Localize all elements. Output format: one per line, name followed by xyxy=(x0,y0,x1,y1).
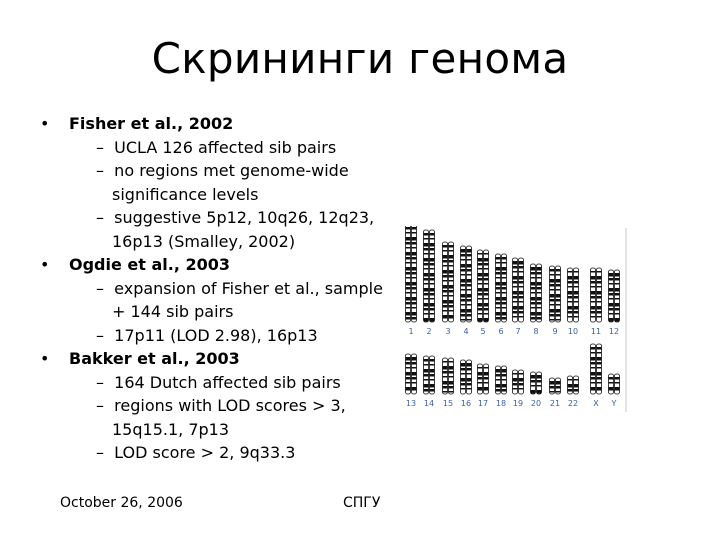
chromosome-pair xyxy=(549,265,561,323)
chromosome-label: 21 xyxy=(550,399,560,408)
sub-text: LOD score > 2, 9q33.3 xyxy=(114,443,296,462)
chromosome-label: 14 xyxy=(424,399,434,408)
dash-marker: – xyxy=(96,278,104,298)
chromosome-pair xyxy=(530,371,542,395)
chromosome-label: 5 xyxy=(480,327,485,336)
bullet-marker: • xyxy=(40,255,50,274)
dash-marker: – xyxy=(96,325,104,345)
sub-text: 164 Dutch affected sib pairs xyxy=(114,372,341,392)
bullet-item: • Ogdie et al., 2003 xyxy=(40,253,390,277)
bullet-text: Bakker et al., 2003 xyxy=(69,349,240,368)
sub-text: expansion of Fisher et al., sample + 144… xyxy=(112,278,383,322)
chromosome-label: 1 xyxy=(408,327,413,336)
chromosome-pair xyxy=(608,373,620,395)
chromosome-label: X xyxy=(593,399,599,408)
footer-org: СПГУ xyxy=(343,495,381,511)
chromosome-label: 3 xyxy=(445,327,450,336)
bullet-text: Ogdie et al., 2003 xyxy=(69,255,231,274)
sub-item: – 17p11 (LOD 2.98), 16p13 xyxy=(40,324,390,348)
chromosome-label: 17 xyxy=(478,399,488,408)
chromosome-label: 22 xyxy=(568,399,578,408)
chromosome-pair xyxy=(405,226,417,323)
chromosome-pair xyxy=(460,245,472,323)
bullet-marker: • xyxy=(40,114,50,133)
chromosome-pair xyxy=(423,355,435,395)
chromosome-pair xyxy=(442,357,454,395)
sub-item: – no regions met genome-wide significanc… xyxy=(40,159,390,206)
sub-item: – expansion of Fisher et al., sample + 1… xyxy=(40,277,390,324)
chromosome-label: 10 xyxy=(568,327,578,336)
bullet-item: • Bakker et al., 2003 xyxy=(40,347,390,371)
sub-item: – suggestive 5p12, 10q26, 12q23, 16p13 (… xyxy=(40,206,390,253)
sub-text: no regions met genome-wide significance … xyxy=(112,161,349,204)
chromosome-pair xyxy=(423,229,435,323)
footer-date: October 26, 2006 xyxy=(60,495,183,511)
chromosome-label: Y xyxy=(611,399,617,408)
chromosome-pair xyxy=(590,267,602,323)
chromosome-label: 9 xyxy=(552,327,557,336)
chromosome-pair xyxy=(512,257,524,323)
dash-marker: – xyxy=(96,137,104,157)
chromosome-label: 15 xyxy=(443,399,453,408)
chromosome-pair xyxy=(460,359,472,395)
chromosome-label: 6 xyxy=(498,327,503,336)
chromosome-label: 13 xyxy=(406,399,416,408)
sub-item: – UCLA 126 affected sib pairs xyxy=(40,136,390,160)
sub-item: – regions with LOD scores > 3, 15q15.1, … xyxy=(40,394,390,441)
chromosome-pair xyxy=(567,267,579,323)
chromosome-pair xyxy=(590,343,602,395)
dash-marker: – xyxy=(96,372,104,392)
bullet-text: Fisher et al., 2002 xyxy=(69,114,234,133)
sub-text: regions with LOD scores > 3, 15q15.1, 7p… xyxy=(112,396,346,439)
chromosome-pair xyxy=(442,241,454,323)
dash-marker: – xyxy=(96,443,104,462)
bullet-list: • Fisher et al., 2002 – UCLA 126 affecte… xyxy=(40,112,390,465)
sub-item: – 164 Dutch affected sib pairs xyxy=(40,371,390,395)
chromosome-pair xyxy=(477,249,489,323)
sub-item: – LOD score > 2, 9q33.3 xyxy=(40,441,390,465)
chromosome-pair xyxy=(608,269,620,323)
dash-marker: – xyxy=(96,208,104,227)
chromosome-pair xyxy=(512,369,524,395)
chromosome-label: 18 xyxy=(496,399,506,408)
chromosome-pair xyxy=(405,353,417,395)
chromosome-label: 11 xyxy=(591,327,601,336)
bullet-item: • Fisher et al., 2002 xyxy=(40,112,390,136)
chromosome-pair xyxy=(495,365,507,395)
chromosome-label: 7 xyxy=(515,327,520,336)
chromosome-pair xyxy=(477,363,489,395)
chromosome-label: 19 xyxy=(513,399,523,408)
dash-marker: – xyxy=(96,161,104,180)
dash-marker: – xyxy=(96,396,104,415)
slide-title: Скрининги генома xyxy=(151,34,569,83)
chromosome-pair xyxy=(530,263,542,323)
chromosome-label: 4 xyxy=(463,327,468,336)
sub-text: suggestive 5p12, 10q26, 12q23, 16p13 (Sm… xyxy=(112,208,375,251)
chromosome-pair xyxy=(495,253,507,323)
sub-text: UCLA 126 affected sib pairs xyxy=(114,137,337,157)
chromosome-label: 16 xyxy=(461,399,471,408)
sub-text: 17p11 (LOD 2.98), 16p13 xyxy=(114,325,318,345)
chromosome-pair xyxy=(567,375,579,395)
chromosome-label: 8 xyxy=(533,327,538,336)
chromosome-label: 12 xyxy=(609,327,619,336)
chromosome-label: 2 xyxy=(426,327,431,336)
chromosome-label: 20 xyxy=(531,399,541,408)
chromosome-pair xyxy=(549,377,561,395)
bullet-marker: • xyxy=(40,349,50,368)
